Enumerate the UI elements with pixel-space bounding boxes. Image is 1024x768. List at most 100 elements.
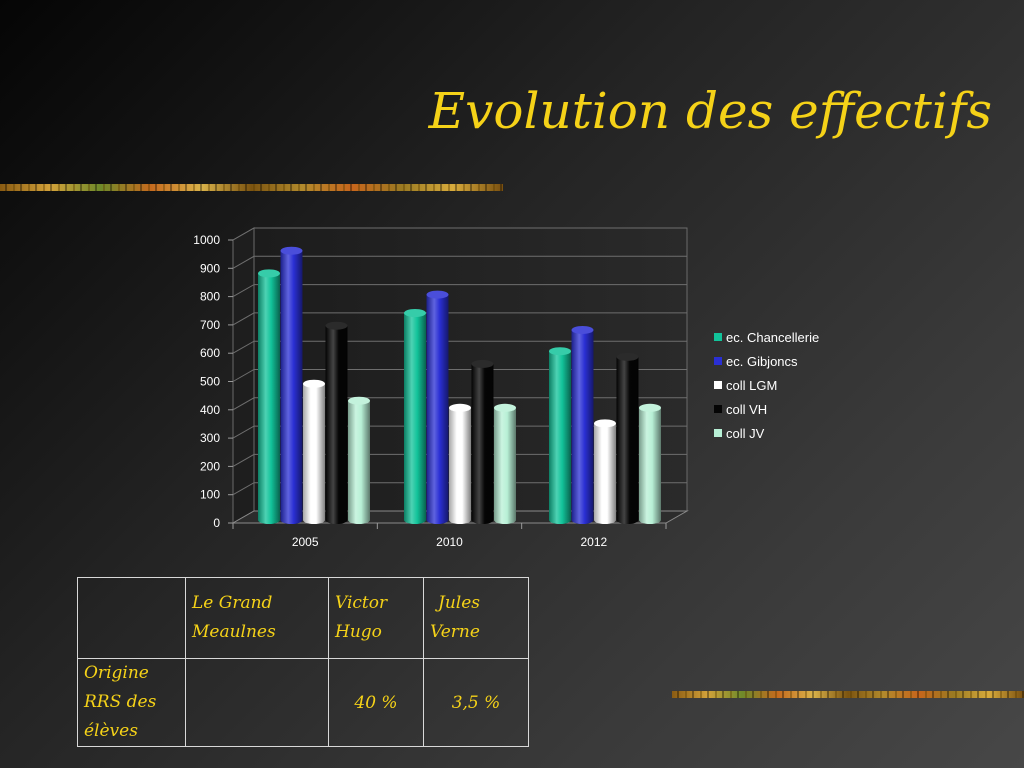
gridline [232, 227, 687, 241]
bar-top [471, 359, 494, 368]
y-tick-label: 800 [200, 290, 220, 304]
header-line: Victor [335, 593, 388, 613]
bar-2005-0 [258, 269, 280, 524]
legend-label: coll LGM [726, 377, 778, 393]
bar-2010-1 [426, 290, 449, 524]
bar-top [325, 321, 348, 330]
bar-body [303, 383, 325, 524]
legend-label: ec. Chancellerie [726, 329, 820, 345]
bar-top [426, 290, 449, 299]
gridline [232, 397, 687, 411]
legend-item: coll VH [714, 397, 819, 421]
bar-body [404, 312, 426, 524]
y-tick-label: 1000 [193, 233, 220, 247]
bar-body [594, 423, 616, 524]
bar-top [549, 347, 571, 356]
bar-2005-4 [348, 396, 370, 524]
header-line: Meaulnes [192, 622, 276, 642]
gridline [232, 482, 687, 496]
bar-top [616, 352, 639, 361]
table-cell-victor-hugo: 40 % [328, 658, 424, 747]
bar-2005-3 [325, 321, 348, 524]
table-header-cell-jules-verne: Jules Verne [423, 577, 529, 659]
chart-bars [258, 246, 661, 525]
bar-top [348, 396, 370, 405]
bar-2012-2 [594, 419, 616, 524]
gridline [232, 369, 687, 382]
bar-body [426, 294, 449, 524]
header-line: Verne [430, 622, 480, 642]
bar-top [494, 403, 516, 412]
bar-top [571, 325, 594, 334]
table-cell-jules-verne: 3,5 % [423, 658, 529, 747]
y-tick-label: 700 [200, 318, 220, 332]
y-tick-label: 300 [200, 431, 220, 445]
gridline [232, 425, 687, 439]
y-tick-label: 400 [200, 403, 220, 417]
legend-item: coll JV [714, 421, 819, 445]
table-header-row: Le Grand Meaulnes Victor Hugo Jules Vern… [77, 577, 529, 659]
bar-top [303, 379, 325, 388]
bar-top [404, 308, 426, 317]
row-label-line: Origine [84, 663, 149, 683]
bar-body [549, 351, 571, 524]
gridline [232, 312, 687, 326]
bar-2010-3 [471, 359, 494, 524]
table-header-cell-empty [77, 577, 186, 659]
slide-title: Evolution des effectifs [428, 82, 992, 140]
bar-body [258, 273, 280, 524]
origin-table: Le Grand Meaulnes Victor Hugo Jules Vern… [77, 577, 529, 747]
bar-top [258, 269, 280, 278]
bar-body [280, 250, 303, 525]
legend-swatch [714, 381, 722, 389]
row-label-line: RRS des [84, 692, 157, 712]
legend-item: coll LGM [714, 373, 819, 397]
chart-legend: ec. Chancellerie ec. Gibjoncs coll LGM coll… [714, 325, 819, 445]
bar-body [325, 325, 348, 524]
y-tick-label: 900 [200, 261, 220, 275]
bar-2005-2 [303, 379, 325, 524]
legend-label: ec. Gibjoncs [726, 353, 798, 369]
bar-2012-3 [616, 352, 639, 524]
table-header-cell-le-grand-meaulnes: Le Grand Meaulnes [185, 577, 329, 659]
bar-2010-2 [449, 403, 471, 524]
table-cell-le-grand-meaulnes [185, 658, 329, 747]
gridline [232, 453, 687, 467]
x-tick-label: 2005 [292, 535, 319, 549]
table-header-cell-victor-hugo: Victor Hugo [328, 577, 424, 659]
legend-label: coll VH [726, 401, 768, 417]
bar-body [494, 407, 516, 524]
bar-2005-1 [280, 246, 303, 525]
header-line: Hugo [335, 622, 382, 642]
x-tick-label: 2012 [580, 535, 607, 549]
bar-body [348, 400, 370, 524]
bar-body [639, 407, 661, 524]
gridline [232, 340, 687, 354]
x-axis-ticks: 2005 2010 2012 [232, 523, 667, 549]
y-tick-label: 600 [200, 346, 220, 360]
legend-swatch [714, 405, 722, 413]
bar-2010-0 [404, 308, 426, 524]
bar-2012-4 [639, 403, 661, 524]
legend-label: coll JV [726, 425, 765, 441]
x-tick-label: 2010 [436, 535, 463, 549]
bar-2012-1 [571, 325, 594, 524]
table-row-label: Origine RRS des élèves [77, 658, 186, 747]
decorative-band-bottom [672, 691, 1024, 698]
legend-swatch [714, 333, 722, 341]
bar-top [280, 246, 303, 255]
bar-top [449, 403, 471, 412]
y-tick-label: 200 [200, 459, 220, 473]
legend-item: ec. Gibjoncs [714, 349, 819, 373]
y-tick-label: 100 [200, 488, 220, 502]
row-label-line: élèves [84, 721, 138, 741]
table-row: Origine RRS des élèves 40 % 3,5 % [77, 658, 529, 747]
legend-swatch [714, 357, 722, 365]
y-axis-ticks: 0 100 200 300 400 500 600 700 800 900 1000 [193, 233, 233, 530]
header-line: Le Grand [192, 593, 273, 613]
decorative-band-top [0, 184, 503, 191]
bar-2010-4 [494, 403, 516, 524]
bar-body [571, 329, 594, 524]
legend-swatch [714, 429, 722, 437]
